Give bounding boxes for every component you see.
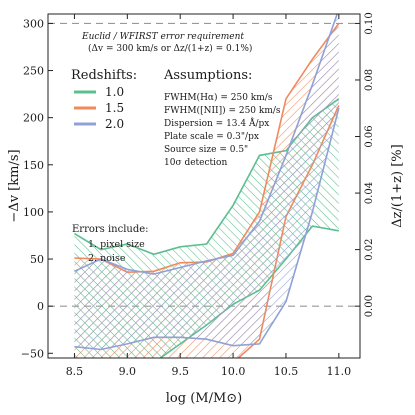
y-tick-label: 150 (23, 159, 44, 172)
error-item: 2. noise (88, 253, 126, 264)
series-lower-line (74, 108, 340, 351)
axes: 8.5 9.0 9.5 10.0 10.5 11.0 −50 0 50 100 150 200 250 3… (21, 12, 375, 378)
legend-label: 1.5 (105, 101, 124, 115)
x-tick-label: 8.5 (66, 365, 84, 378)
x-tick-label: 10.0 (221, 365, 246, 378)
assumption-line: FWHM(Hα) = 250 km/s (164, 92, 273, 103)
y2-axis-label: Δz/(1+z) [%] (390, 144, 405, 227)
series-band-3 (74, 14, 340, 351)
assumption-line: Dispersion = 13.4 Å/px (164, 117, 269, 129)
x-tick-label: 9.0 (119, 365, 137, 378)
y2-tick-label: 0.08 (364, 69, 375, 91)
y-tick-label: −50 (21, 347, 44, 360)
requirement-detail: (Δv = 300 km/s or Δz/(1+z) = 0.1%) (88, 43, 252, 54)
annotations: Euclid / WFIRST error requirement (Δv = … (71, 32, 281, 264)
assumptions-title: Assumptions: (163, 68, 252, 83)
assumption-line: Source size = 0.5" (164, 145, 248, 155)
x-tick-label: 9.5 (171, 365, 189, 378)
redshifts-title: Redshifts: (71, 68, 137, 83)
y-tick-label: 0 (37, 300, 44, 313)
legend-label: 2.0 (105, 117, 124, 131)
y-tick-label: 100 (23, 206, 44, 219)
y-tick-label: 50 (30, 253, 44, 266)
y-axis-label: −Δv [km/s] (7, 149, 22, 222)
assumption-line: FWHM([NII]) = 250 km/s (164, 105, 281, 116)
requirement-title: Euclid / WFIRST error requirement (81, 32, 244, 42)
legend-item: 1.5 (74, 101, 124, 115)
series-bands (73, 14, 340, 358)
assumption-line: 10σ detection (164, 158, 227, 168)
plot-frame (47, 13, 361, 359)
y2-tick-label: 0.10 (364, 12, 375, 34)
legend: 1.0 1.5 2.0 (74, 85, 124, 131)
legend-item: 2.0 (74, 117, 124, 131)
y2-tick-label: 0.06 (364, 125, 375, 147)
y2-tick-label: 0.04 (364, 182, 375, 204)
x-tick-label: 10.5 (274, 365, 299, 378)
y2-tick-label: 0.02 (364, 238, 375, 260)
y-tick-label: 250 (23, 65, 44, 78)
x-tick-label: 11.0 (327, 365, 352, 378)
x-axis-label: log (M/M⊙) (166, 391, 242, 406)
assumption-line: Plate scale = 0.3"/px (164, 132, 259, 142)
y-tick-label: 200 (23, 112, 44, 125)
errors-title: Errors include: (72, 224, 149, 235)
legend-item: 1.0 (74, 85, 124, 99)
y-tick-label: 300 (23, 17, 44, 30)
series-fill (74, 14, 339, 350)
y2-tick-label: 0.00 (364, 295, 375, 317)
error-item: 1. pixel size (88, 239, 145, 250)
legend-label: 1.0 (105, 85, 124, 99)
series-upper-line (74, 14, 339, 275)
